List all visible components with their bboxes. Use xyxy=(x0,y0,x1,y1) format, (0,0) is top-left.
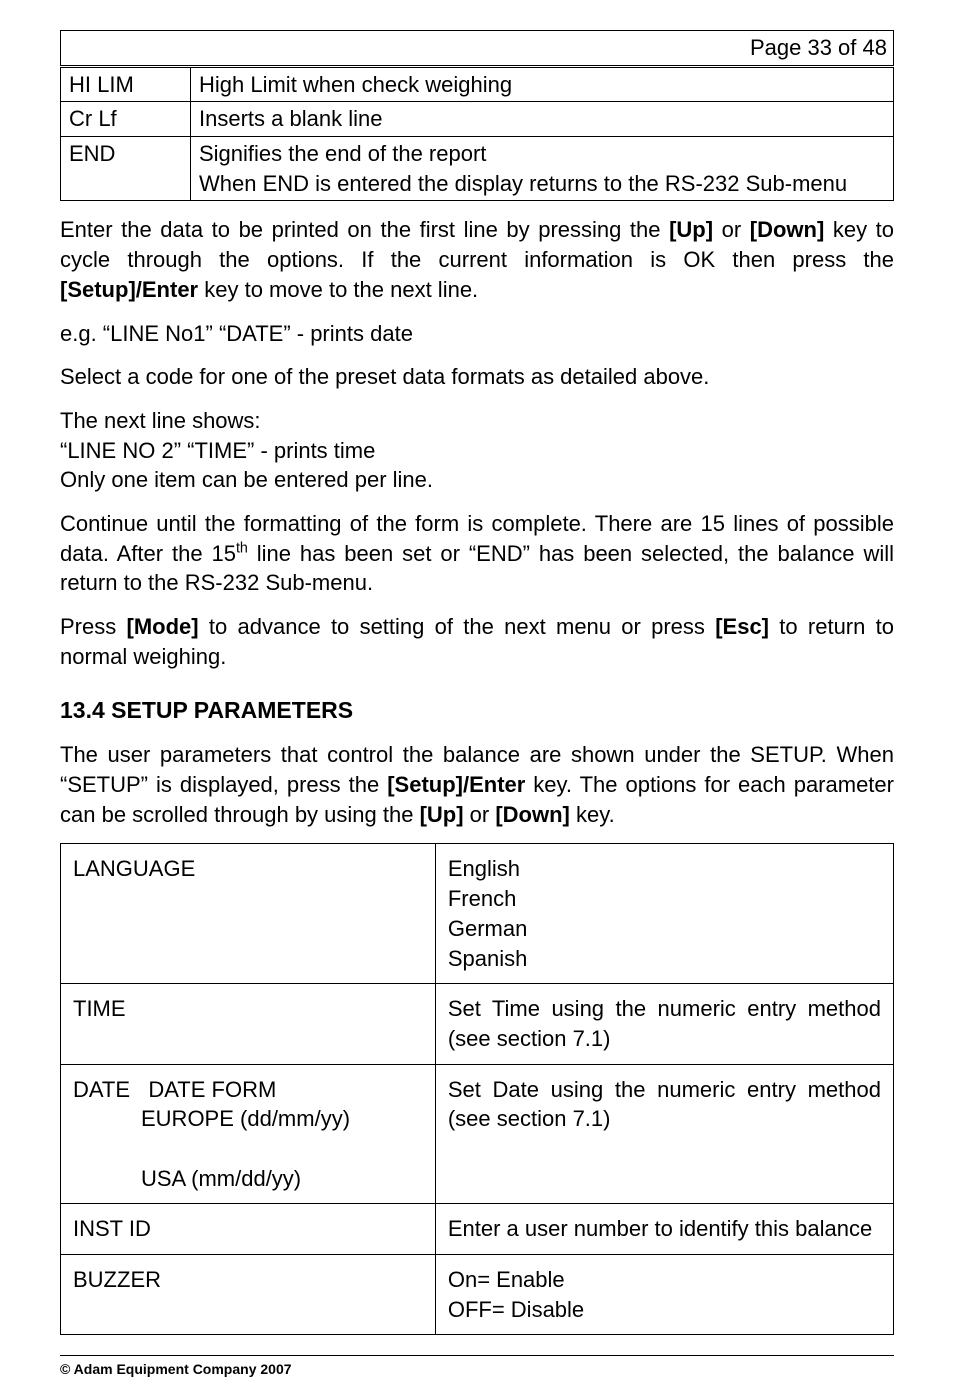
param-name-cell: DATE DATE FORMEUROPE (dd/mm/yy)USA (mm/d… xyxy=(61,1064,436,1204)
footer: © Adam Equipment Company 2007 xyxy=(60,1360,894,1379)
key-mode: [Mode] xyxy=(127,614,199,639)
key-up: [Up] xyxy=(669,217,713,242)
text: Press xyxy=(60,614,127,639)
table-row: DATE DATE FORMEUROPE (dd/mm/yy)USA (mm/d… xyxy=(61,1064,894,1204)
code-table: HI LIMHigh Limit when check weighingCr L… xyxy=(60,67,894,202)
text: Enter the data to be printed on the firs… xyxy=(60,217,669,242)
param-name-cell: INST ID xyxy=(61,1204,436,1255)
paragraph-4: The next line shows: “LINE NO 2” “TIME” … xyxy=(60,406,894,495)
key-setup-enter: [Setup]/Enter xyxy=(387,772,525,797)
key-down: [Down] xyxy=(750,217,825,242)
setup-parameters-body: LANGUAGEEnglishFrenchGermanSpanishTIMESe… xyxy=(61,844,894,1335)
param-desc-cell: EnglishFrenchGermanSpanish xyxy=(435,844,893,984)
table-row: INST IDEnter a user number to identify t… xyxy=(61,1204,894,1255)
page-number: Page 33 of 48 xyxy=(750,35,887,60)
paragraph-2: e.g. “LINE No1” “DATE” - prints date xyxy=(60,319,894,349)
paragraph-5: Continue until the formatting of the for… xyxy=(60,509,894,598)
table-row: ENDSignifies the end of the reportWhen E… xyxy=(61,137,894,201)
paragraph-3: Select a code for one of the preset data… xyxy=(60,362,894,392)
table-row: BUZZEROn= EnableOFF= Disable xyxy=(61,1255,894,1335)
text: key. xyxy=(570,802,615,827)
text: Only one item can be entered per line. xyxy=(60,467,433,492)
section-heading: 13.4 SETUP PARAMETERS xyxy=(60,695,894,726)
page-number-box: Page 33 of 48 xyxy=(60,30,894,66)
code-table-body: HI LIMHigh Limit when check weighingCr L… xyxy=(61,67,894,201)
setup-intro: The user parameters that control the bal… xyxy=(60,740,894,829)
param-name-cell: TIME xyxy=(61,984,436,1064)
code-cell: END xyxy=(61,137,191,201)
text: or xyxy=(713,217,750,242)
text: key to move to the next line. xyxy=(198,277,478,302)
table-row: HI LIMHigh Limit when check weighing xyxy=(61,67,894,102)
param-desc-cell: Set Date using the numeric entry method … xyxy=(435,1064,893,1204)
param-desc-cell: Set Time using the numeric entry method … xyxy=(435,984,893,1064)
code-cell: Cr Lf xyxy=(61,102,191,137)
text: or xyxy=(464,802,496,827)
desc-cell: Signifies the end of the reportWhen END … xyxy=(191,137,894,201)
text: “LINE NO 2” “TIME” - prints time xyxy=(60,438,375,463)
param-desc-cell: Enter a user number to identify this bal… xyxy=(435,1204,893,1255)
text: to advance to setting of the next menu o… xyxy=(199,614,716,639)
paragraph-6: Press [Mode] to advance to setting of th… xyxy=(60,612,894,671)
param-name-cell: LANGUAGE xyxy=(61,844,436,984)
key-down: [Down] xyxy=(495,802,570,827)
code-cell: HI LIM xyxy=(61,67,191,102)
key-setup-enter: [Setup]/Enter xyxy=(60,277,198,302)
param-desc-cell: On= EnableOFF= Disable xyxy=(435,1255,893,1335)
param-name-cell: BUZZER xyxy=(61,1255,436,1335)
desc-cell: High Limit when check weighing xyxy=(191,67,894,102)
desc-cell: Inserts a blank line xyxy=(191,102,894,137)
key-esc: [Esc] xyxy=(715,614,769,639)
setup-parameters-table: LANGUAGEEnglishFrenchGermanSpanishTIMESe… xyxy=(60,843,894,1335)
key-up: [Up] xyxy=(420,802,464,827)
table-row: Cr LfInserts a blank line xyxy=(61,102,894,137)
paragraph-1: Enter the data to be printed on the firs… xyxy=(60,215,894,304)
table-row: TIMESet Time using the numeric entry met… xyxy=(61,984,894,1064)
table-row: LANGUAGEEnglishFrenchGermanSpanish xyxy=(61,844,894,984)
superscript-th: th xyxy=(236,540,248,556)
text: The next line shows: xyxy=(60,408,261,433)
